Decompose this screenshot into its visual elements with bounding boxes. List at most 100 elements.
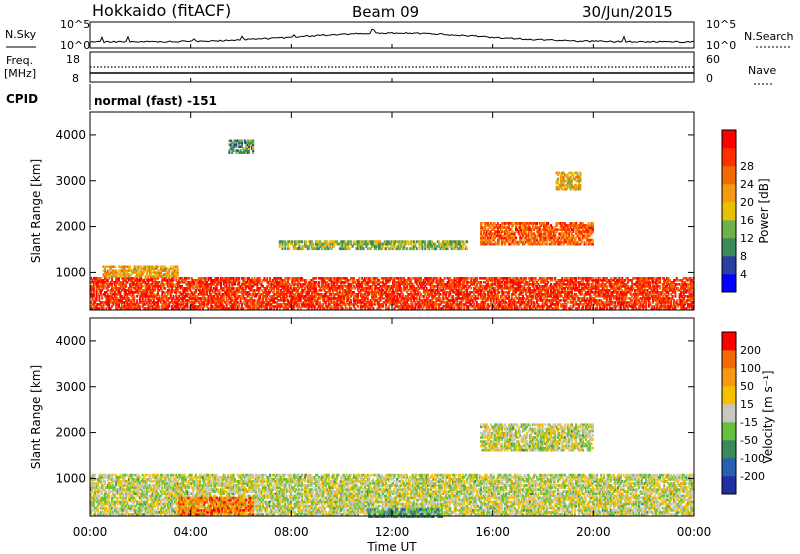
data-cell (203, 293, 206, 296)
data-cell (161, 303, 164, 306)
data-cell (241, 291, 243, 294)
data-cell (228, 281, 231, 284)
data-cell (282, 301, 285, 304)
data-cell (262, 295, 264, 298)
data-cell (165, 279, 168, 282)
data-cell (269, 295, 271, 298)
data-cell (280, 289, 283, 292)
data-cell (98, 297, 101, 300)
data-cell (255, 293, 257, 296)
data-cell (180, 303, 183, 306)
data-cell (220, 297, 222, 300)
data-cell (319, 301, 322, 304)
data-cell (263, 289, 266, 292)
data-cell (266, 293, 269, 296)
data-cell (262, 285, 264, 288)
data-cell (228, 277, 231, 280)
data-cell (222, 277, 225, 280)
data-cell (243, 289, 246, 292)
data-cell (218, 307, 221, 310)
data-cell (185, 299, 188, 302)
data-cell (224, 291, 227, 294)
data-cell (225, 295, 228, 298)
data-cell (171, 283, 174, 286)
data-cell (112, 297, 115, 300)
data-cell (193, 281, 196, 284)
data-cell (259, 297, 262, 300)
data-cell (452, 295, 455, 298)
data-cell (229, 305, 232, 308)
data-cell (185, 295, 188, 298)
data-cell (207, 277, 210, 280)
data-cell (234, 281, 236, 284)
data-cell (270, 307, 273, 310)
data-cell (206, 281, 208, 284)
data-cell (176, 287, 179, 290)
data-cell (200, 301, 203, 304)
data-cell (157, 277, 160, 280)
data-cell (236, 281, 239, 284)
data-cell (225, 299, 228, 302)
data-cell (249, 287, 252, 290)
data-cell (151, 285, 154, 288)
data-cell (97, 303, 99, 306)
data-cell (285, 305, 288, 308)
data-cell (141, 303, 144, 306)
data-cell (467, 277, 470, 280)
data-cell (94, 301, 97, 304)
data-cell (190, 291, 193, 294)
data-cell (162, 301, 165, 304)
data-cell (122, 305, 125, 308)
data-cell (215, 295, 218, 298)
data-cell (266, 287, 269, 290)
data-cell (259, 293, 262, 296)
data-cell (182, 293, 185, 296)
data-cell (145, 283, 148, 286)
data-cell (113, 285, 116, 288)
data-cell (280, 297, 283, 300)
data-cell (220, 299, 222, 302)
data-cell (259, 295, 262, 298)
data-cell (97, 293, 99, 296)
data-cell (115, 287, 118, 290)
data-cell (123, 287, 126, 290)
data-cell (280, 305, 283, 308)
data-cell (234, 305, 236, 308)
data-cell (276, 277, 278, 280)
data-cell (260, 305, 263, 308)
data-cell (116, 307, 119, 310)
data-cell (218, 281, 221, 284)
data-cell (260, 301, 263, 304)
data-cell (133, 291, 136, 294)
data-cell (131, 277, 134, 280)
data-cell (165, 301, 168, 304)
data-cell (133, 283, 136, 286)
data-cell (271, 281, 274, 284)
data-cell (98, 281, 101, 284)
data-cell (186, 305, 189, 308)
data-cell (180, 307, 183, 310)
data-cell (214, 289, 217, 292)
data-cell (157, 297, 160, 300)
data-cell (200, 289, 203, 292)
data-cell (208, 293, 211, 296)
data-cell (169, 283, 172, 286)
data-cell (238, 279, 241, 282)
data-cell (241, 293, 243, 296)
data-cell (192, 297, 195, 300)
data-cell (203, 305, 206, 308)
data-cell (203, 287, 206, 290)
data-cell (97, 285, 99, 288)
data-cell (350, 307, 353, 310)
data-cell (200, 293, 203, 296)
data-cell (113, 293, 116, 296)
data-cell (263, 295, 266, 298)
data-cell (228, 301, 231, 304)
nsky-label: N.Sky (5, 28, 37, 41)
data-cell (263, 287, 266, 290)
data-cell (134, 305, 137, 308)
data-cell (260, 283, 263, 286)
data-cell (246, 305, 249, 308)
data-cell (158, 295, 161, 298)
